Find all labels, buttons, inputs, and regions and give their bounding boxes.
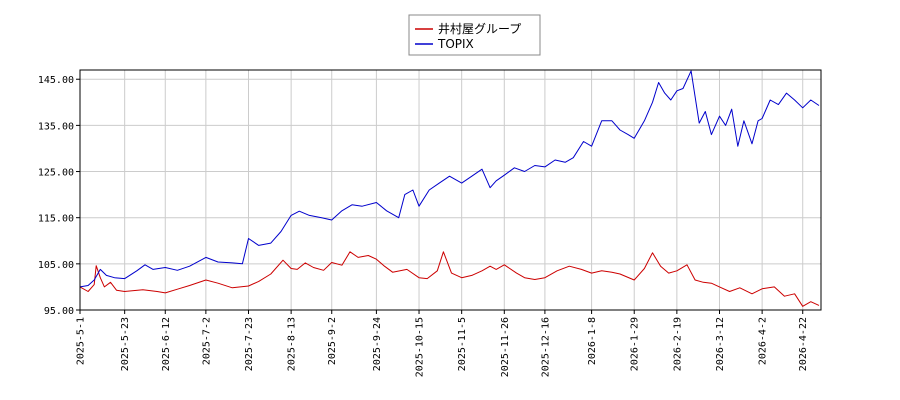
y-tick-label: 105.00 (38, 260, 74, 271)
x-tick-label: 2025-5-23 (120, 317, 131, 371)
series-line-1 (79, 70, 820, 288)
x-tick-label: 2026-1-29 (630, 317, 641, 371)
grid (79, 70, 821, 311)
x-tick-label: 2026-4-22 (798, 317, 809, 371)
x-tick-label: 2026-3-12 (715, 317, 726, 371)
x-tick-label: 2025-11-26 (500, 317, 511, 377)
legend-box (408, 14, 541, 56)
series-line-0 (79, 251, 820, 307)
plot-frame (79, 69, 822, 311)
x-tick-label: 2025-11-5 (457, 317, 468, 371)
series-lines (79, 70, 820, 307)
x-tick-label: 2025-12-16 (540, 317, 551, 377)
legend-label-series-1: TOPIX (437, 37, 474, 51)
x-tick-label: 2026-4-2 (758, 317, 769, 365)
y-tick-label: 125.00 (38, 168, 74, 179)
x-tick-label: 2025-9-2 (327, 317, 338, 365)
x-tick-label: 2025-9-24 (372, 317, 383, 371)
x-tick-label: 2025-5-1 (76, 317, 87, 365)
x-tick-label: 2026-2-19 (672, 317, 683, 371)
y-tick-label: 145.00 (38, 75, 74, 86)
x-tick-label: 2026-1-8 (587, 317, 598, 365)
y-tick-label: 95.00 (44, 306, 74, 317)
x-tick-label: 2025-7-2 (201, 317, 212, 365)
x-axis-ticks: 2025-5-1 2025-5-23 2025-6-12 2025-7-2 2025-7… (76, 310, 809, 377)
legend-label-series-0: 井村屋グループ (438, 22, 521, 36)
x-tick-label: 2025-10-15 (415, 317, 426, 377)
legend: 井村屋グループ TOPIX (408, 14, 541, 56)
y-tick-label: 115.00 (38, 214, 74, 225)
x-tick-label: 2025-8-13 (287, 317, 298, 371)
y-tick-label: 135.00 (38, 121, 74, 132)
x-tick-label: 2025-6-12 (161, 317, 172, 371)
y-axis-ticks: 145.00 135.00 125.00 115.00 105.00 95.00 (38, 75, 80, 317)
x-tick-label: 2025-7-23 (244, 317, 255, 371)
